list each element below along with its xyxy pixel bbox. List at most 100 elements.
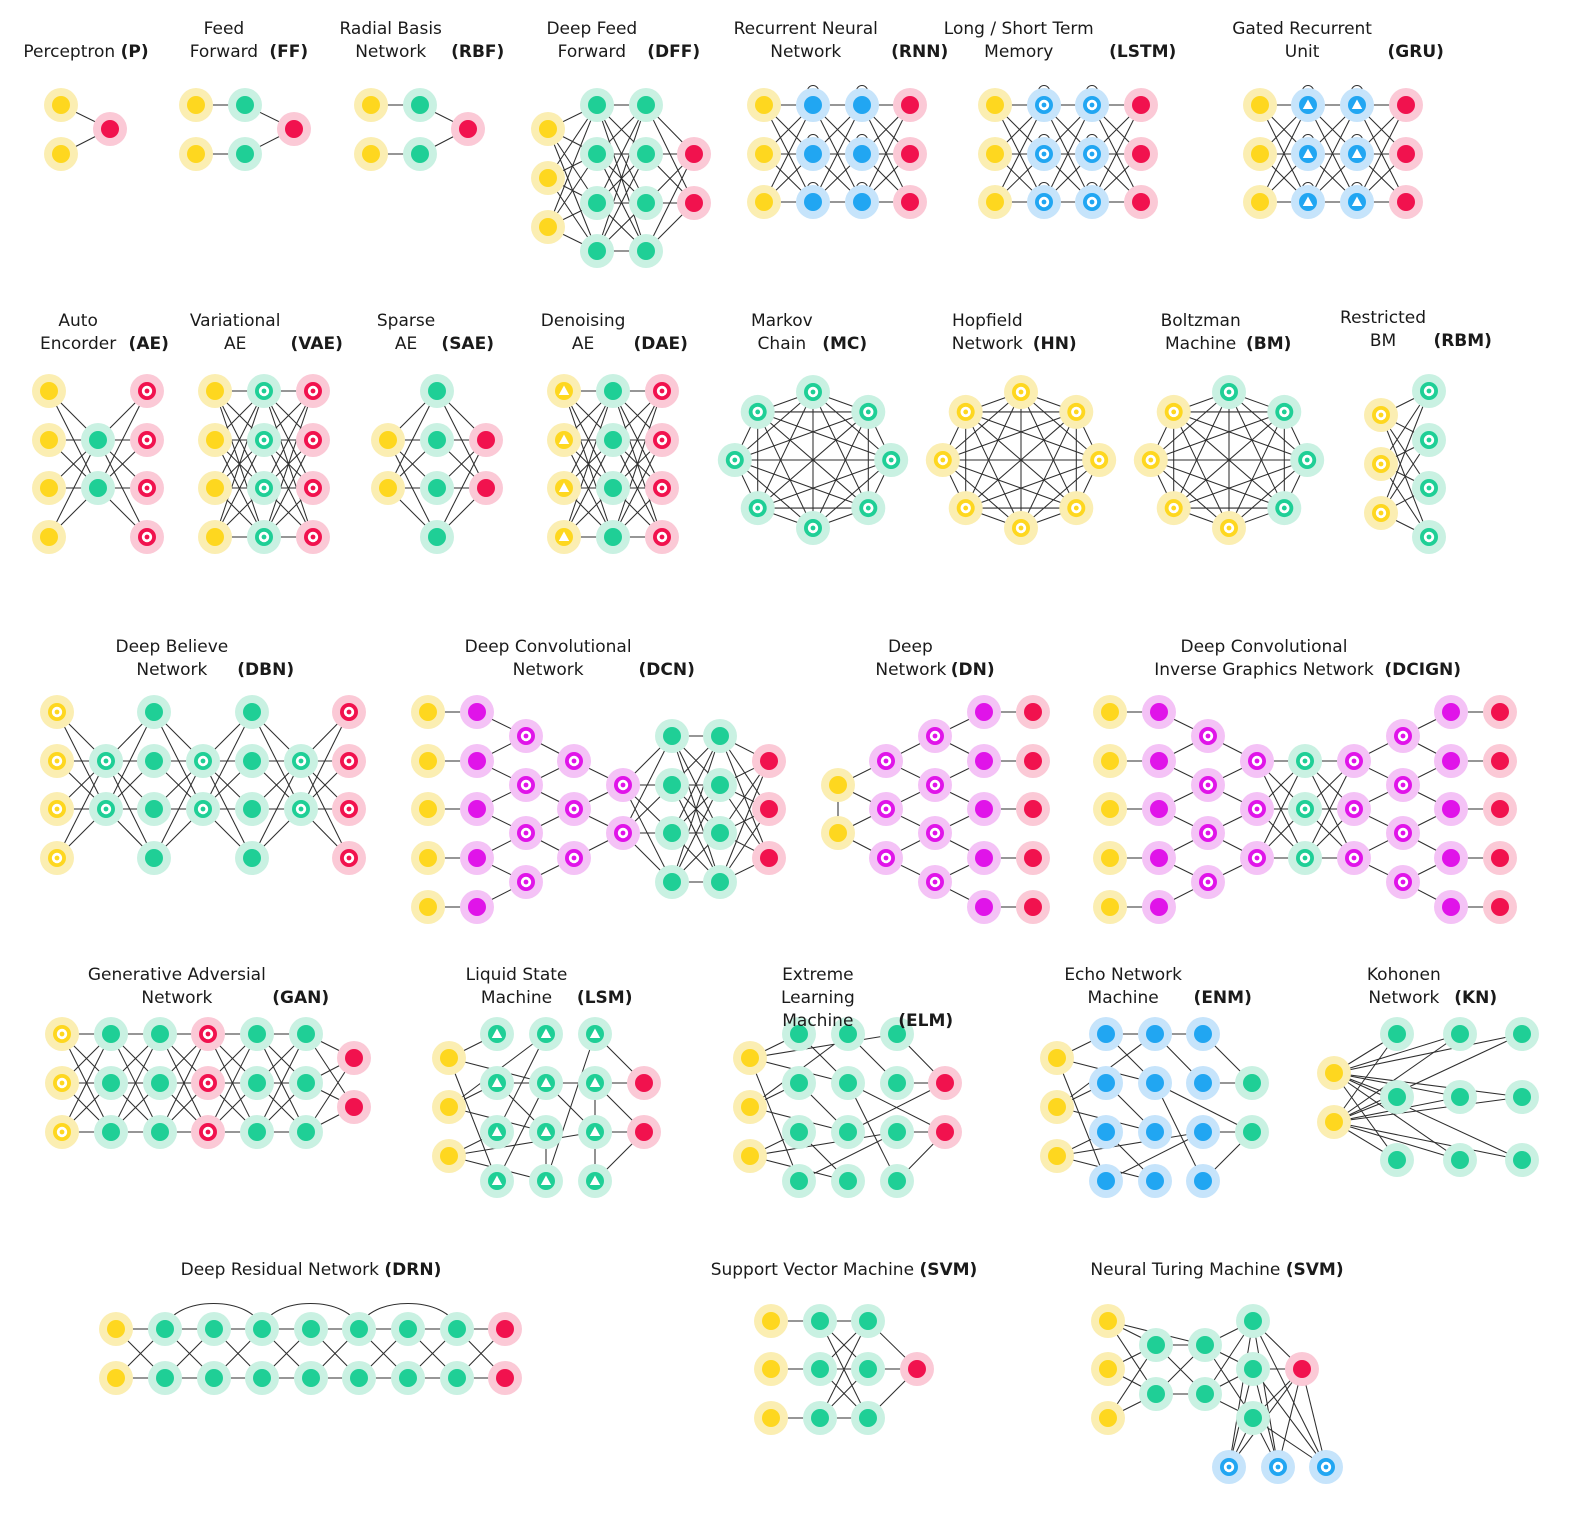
kernel-cell — [869, 744, 903, 778]
connection-edge — [861, 104, 911, 203]
connection-edge — [1259, 104, 1309, 203]
input-cell — [1317, 1105, 1351, 1139]
hidden-cell — [143, 1017, 177, 1051]
connection-edge — [1356, 104, 1407, 203]
net-abbr: (RNN) — [891, 42, 949, 62]
net-abbr: (DAE) — [633, 334, 688, 354]
output-cell — [130, 374, 164, 408]
connection-edge — [734, 411, 869, 461]
output-cell — [893, 137, 927, 171]
hidden-cell — [1443, 1017, 1477, 1051]
input-cell — [978, 185, 1012, 219]
recurrent-cell — [796, 137, 830, 171]
connection-edge — [207, 1033, 258, 1133]
hidden-cell — [235, 792, 269, 826]
net-name: Perceptron — [23, 42, 116, 62]
recurrent-cell — [796, 88, 830, 122]
kernel-cell — [918, 865, 952, 899]
hidden-cell — [420, 520, 454, 554]
connection-edge — [1333, 1033, 1523, 1123]
output-cell — [296, 471, 330, 505]
connection-edge — [387, 390, 438, 489]
hidden-cell — [197, 1361, 231, 1395]
hidden-cell — [717, 443, 752, 477]
input-cell — [1040, 1139, 1074, 1173]
hidden-cell — [796, 375, 830, 409]
input-cell — [1093, 744, 1127, 778]
hidden-cell — [874, 443, 909, 477]
hidden-cell — [831, 1017, 865, 1051]
label-gan: Generative Adversial Network (GAN) — [87, 964, 329, 1010]
hidden-cell — [1412, 520, 1446, 554]
hidden-cell — [851, 1401, 885, 1435]
connection-edge — [749, 1057, 800, 1182]
label-dn: Deep Network (DN) — [875, 636, 994, 682]
connection-edge — [1333, 1072, 1398, 1161]
recurrent-cell — [845, 185, 879, 219]
connection-edge — [563, 390, 614, 538]
output-cell — [1389, 137, 1423, 171]
kernel-cell — [918, 816, 952, 850]
hidden-cell — [740, 491, 775, 526]
output-cell — [1016, 695, 1050, 729]
kernel-cell — [1434, 695, 1468, 729]
hidden-cell — [342, 1312, 376, 1346]
hidden-cell — [803, 1352, 837, 1386]
output-cell — [645, 423, 679, 457]
kernel-cell — [1240, 744, 1274, 778]
connection-edge — [496, 1082, 547, 1182]
kernel-cell — [1337, 841, 1371, 875]
hidden-cell — [1443, 1143, 1477, 1177]
connection-edge — [1333, 1033, 1398, 1123]
output-cell — [752, 841, 786, 875]
hidden-cell — [137, 841, 171, 875]
hidden-cell — [284, 744, 318, 778]
connection-edge — [847, 1082, 946, 1133]
hidden-cell — [228, 137, 262, 171]
hidden-cell — [228, 88, 262, 122]
input-cell — [821, 816, 855, 850]
output-cell — [627, 1066, 661, 1100]
net-abbr: (AE) — [128, 334, 169, 354]
kernel-cell — [557, 841, 591, 875]
label-dcn: Deep Convolutional Network (DCN) — [463, 636, 695, 682]
hidden-cell — [89, 792, 123, 826]
output-cell — [1016, 890, 1050, 924]
net-abbr: (DCN) — [638, 660, 695, 680]
recurrent-cell — [845, 88, 879, 122]
input-cell — [99, 1361, 133, 1395]
hidden-cell — [143, 1066, 177, 1100]
hidden-cell — [240, 1017, 274, 1051]
hidden-cell — [629, 234, 663, 268]
kernel-cell — [967, 792, 1001, 826]
recurrent-cell — [1027, 88, 1061, 122]
connection-edge — [251, 760, 302, 859]
hidden-cell — [580, 137, 614, 171]
net-name: Restricted BM — [1340, 308, 1427, 351]
label-enm: Echo Network Machine (ENM) — [1058, 964, 1252, 1010]
kernel-cell — [557, 744, 591, 778]
output-cell — [752, 792, 786, 826]
hidden-cell — [655, 719, 689, 753]
kernel-cell — [869, 841, 903, 875]
input-cell — [1364, 496, 1398, 530]
connection-edge — [942, 459, 1077, 509]
connection-edge — [994, 104, 1045, 203]
connection-edge — [1020, 391, 1077, 509]
input-cell — [32, 423, 66, 457]
label-ntm: Neural Turing Machine (SVM) — [1090, 1259, 1343, 1282]
net-name: Recurrent Neural Network — [733, 19, 878, 62]
output-cell — [1124, 137, 1158, 171]
output-cell — [332, 792, 366, 826]
kernel-cell — [918, 768, 952, 802]
hidden-cell — [529, 1115, 563, 1149]
input-cell — [432, 1139, 466, 1173]
kernel-cell — [1191, 865, 1225, 899]
input-cell — [44, 88, 78, 122]
connection-edge — [612, 439, 663, 538]
connection-edge — [1154, 1082, 1204, 1182]
output-cell — [296, 374, 330, 408]
output-cell — [1483, 841, 1517, 875]
connection-edge — [757, 459, 892, 509]
net-abbr: (SVM) — [919, 1260, 978, 1280]
